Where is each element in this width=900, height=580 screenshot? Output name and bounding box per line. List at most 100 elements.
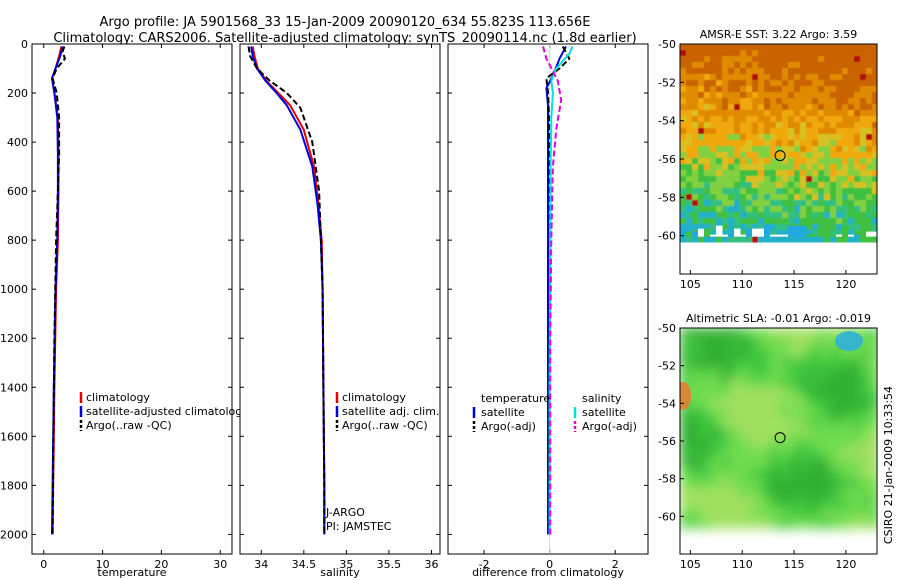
- map-cell: [728, 68, 735, 75]
- map-cell: [872, 212, 877, 219]
- map-cell: [680, 104, 687, 111]
- map-cell: [824, 110, 831, 117]
- map-cell: [746, 80, 753, 87]
- map-cell: [716, 74, 723, 81]
- map-cell: [776, 200, 783, 207]
- map-cell: [836, 182, 843, 189]
- map-cell: [810, 508, 821, 519]
- map-cell: [728, 50, 735, 57]
- map-cell: [794, 122, 801, 129]
- map-cell: [758, 134, 765, 141]
- map-cell: [800, 206, 807, 213]
- map-cell: [830, 182, 837, 189]
- map-cell: [840, 498, 851, 509]
- map-cell: [770, 328, 781, 339]
- map-cell: [848, 56, 855, 63]
- map-cell: [686, 80, 693, 87]
- map-cell: [680, 206, 687, 213]
- map-image: [680, 328, 877, 529]
- map-cell: [842, 134, 849, 141]
- map-cell: [810, 448, 821, 459]
- map-cell: [680, 128, 687, 135]
- map-cell: [830, 458, 841, 469]
- map-cell: [830, 328, 841, 339]
- map-cell: [848, 188, 855, 195]
- map-cell: [746, 200, 753, 207]
- map-edge-cell: [818, 228, 825, 237]
- map-cell: [758, 44, 765, 51]
- map-cell: [824, 134, 831, 141]
- map-cell: [818, 188, 825, 195]
- map-cell: [860, 62, 867, 69]
- map-cell: [836, 74, 843, 81]
- map-cell: [840, 378, 851, 389]
- map-cell: [734, 194, 741, 201]
- map-cell: [842, 128, 849, 135]
- map-cell: [740, 74, 747, 81]
- map-cell: [690, 398, 701, 409]
- map-cell: [820, 348, 831, 359]
- legend-label: Argo(..raw -QC): [342, 419, 428, 432]
- map-cell: [776, 236, 783, 243]
- map-cell: [750, 388, 761, 399]
- map-cell: [782, 218, 789, 225]
- map-cell: [872, 152, 877, 159]
- map-cell: [870, 508, 877, 519]
- map-cell: [810, 358, 821, 369]
- map-cell: [680, 44, 687, 51]
- map-cell: [840, 398, 851, 409]
- map-cell: [680, 518, 691, 529]
- map-cell: [782, 92, 789, 99]
- map-cell: [842, 68, 849, 75]
- map-cell: [770, 170, 777, 177]
- map-cell: [722, 116, 729, 123]
- map-cell: [788, 68, 795, 75]
- map-cell: [690, 358, 701, 369]
- map-cell: [794, 164, 801, 171]
- map-cell: [716, 182, 723, 189]
- map-cell: [692, 104, 699, 111]
- map-cell: [700, 488, 711, 499]
- map-cell: [740, 170, 747, 177]
- map-cell: [794, 194, 801, 201]
- map-cell: [860, 428, 871, 439]
- map-cell: [770, 74, 777, 81]
- map-cell: [854, 230, 861, 237]
- map-cell: [716, 122, 723, 129]
- map-cell: [710, 116, 717, 123]
- map-cell: [830, 438, 841, 449]
- map-cell: [752, 110, 759, 117]
- map-cell: [854, 122, 861, 129]
- map-cell: [698, 170, 705, 177]
- map-cell: [820, 468, 831, 479]
- map-cell: [680, 468, 691, 479]
- map-cell: [690, 438, 701, 449]
- map-cell: [812, 62, 819, 69]
- map-cell: [842, 74, 849, 81]
- y-tick-label: 2000: [0, 528, 28, 541]
- map-cell: [776, 116, 783, 123]
- map-cell: [760, 358, 771, 369]
- map-cell: [830, 50, 837, 57]
- map-cell: [740, 146, 747, 153]
- map-cell: [776, 80, 783, 87]
- map-cell: [686, 206, 693, 213]
- map-cell: [830, 508, 841, 519]
- map-cell: [764, 98, 771, 105]
- map-cell: [680, 338, 691, 349]
- map-cell: [728, 104, 735, 111]
- map-cell: [794, 128, 801, 135]
- map-cell: [818, 86, 825, 93]
- map-cell: [800, 408, 811, 419]
- map-cell: [848, 152, 855, 159]
- map-cell: [818, 62, 825, 69]
- map-cell: [794, 236, 801, 243]
- map-cell: [698, 80, 705, 87]
- map-cell: [710, 98, 717, 105]
- map-cell: [788, 62, 795, 69]
- map-cell: [782, 98, 789, 105]
- map-cell: [716, 110, 723, 117]
- map-cell: [860, 92, 867, 99]
- map-cell: [812, 164, 819, 171]
